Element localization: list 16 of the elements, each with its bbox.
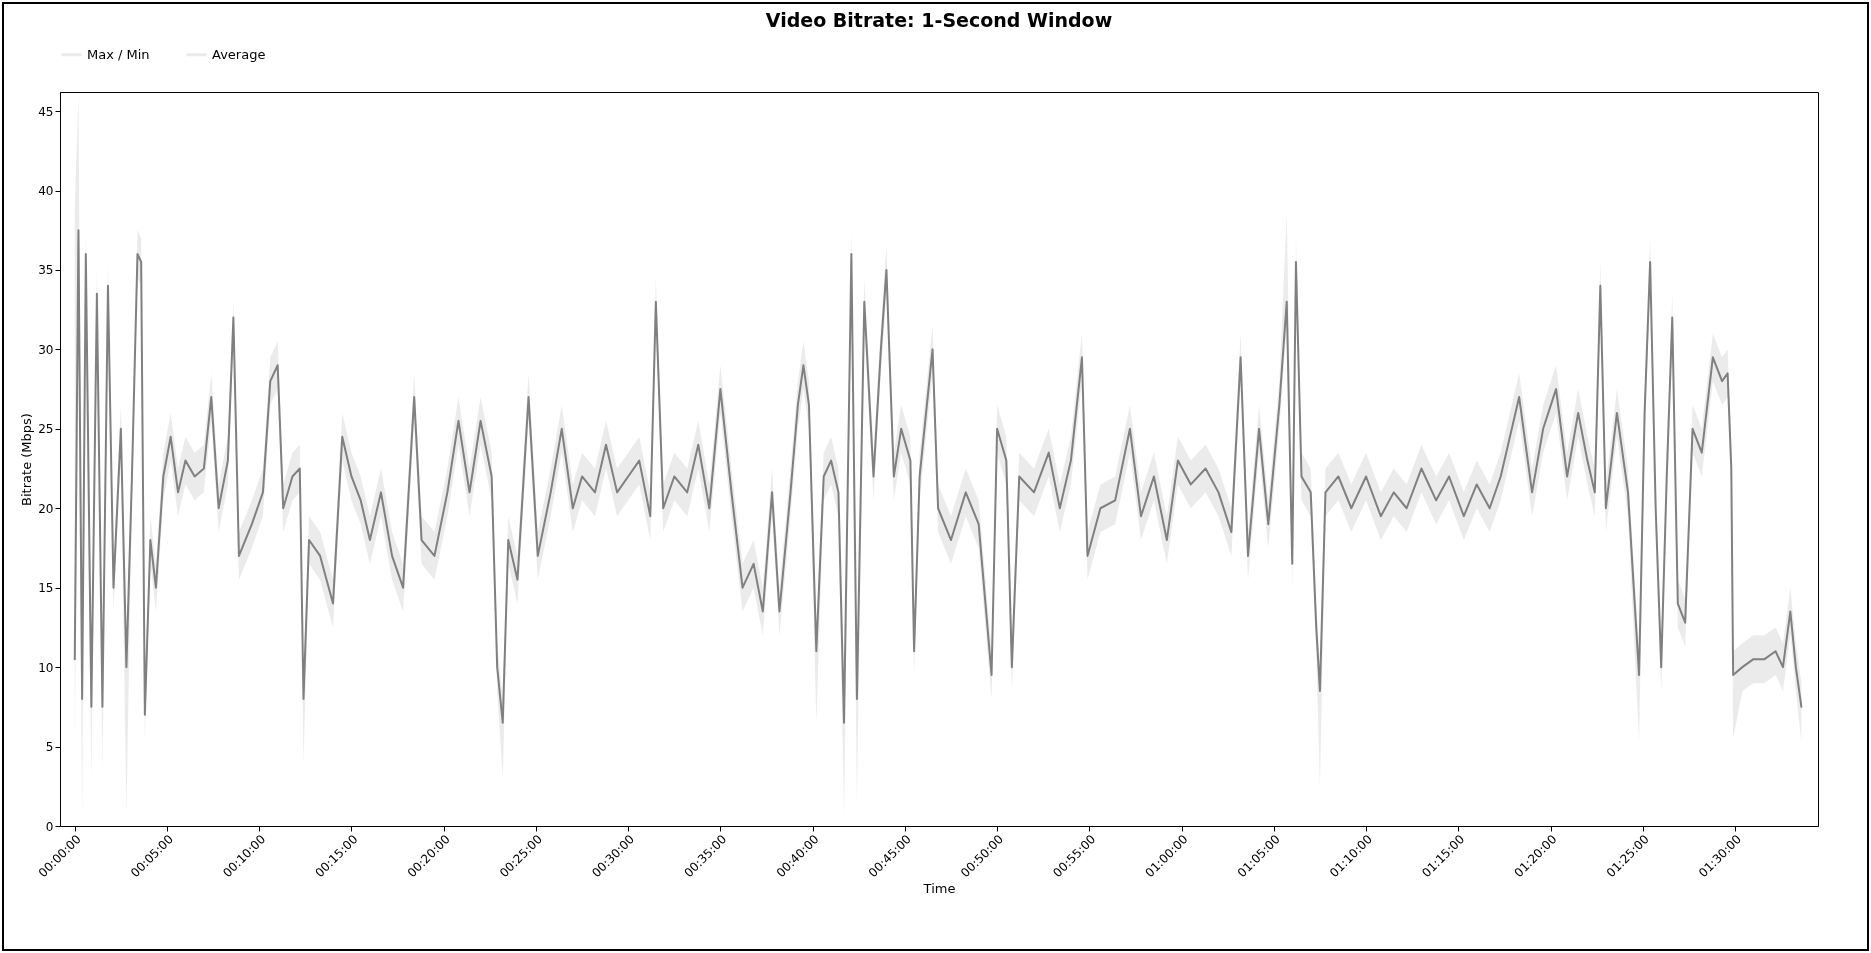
y-tick-label: 35 bbox=[38, 263, 54, 278]
legend-label: Average bbox=[212, 46, 266, 62]
y-tick-label: 15 bbox=[38, 581, 54, 596]
y-tick-label: 20 bbox=[38, 501, 54, 516]
y-tick-label: 10 bbox=[38, 660, 54, 675]
chart-title: Video Bitrate: 1-Second Window bbox=[765, 9, 1113, 31]
y-tick-label: 40 bbox=[38, 184, 54, 198]
line-series bbox=[73, 229, 1803, 724]
y-tick-label: 25 bbox=[38, 422, 54, 437]
x-axis-title: Time bbox=[922, 881, 956, 897]
y-tick-label: 30 bbox=[38, 342, 54, 357]
text: Max / Min bbox=[87, 46, 150, 62]
y-axis-title: Bitrate (Mbps) bbox=[19, 413, 35, 506]
y-tick-label: 45 bbox=[38, 104, 54, 119]
y-tick-label: 0 bbox=[45, 819, 54, 834]
y-tick-label: 5 bbox=[45, 740, 54, 755]
